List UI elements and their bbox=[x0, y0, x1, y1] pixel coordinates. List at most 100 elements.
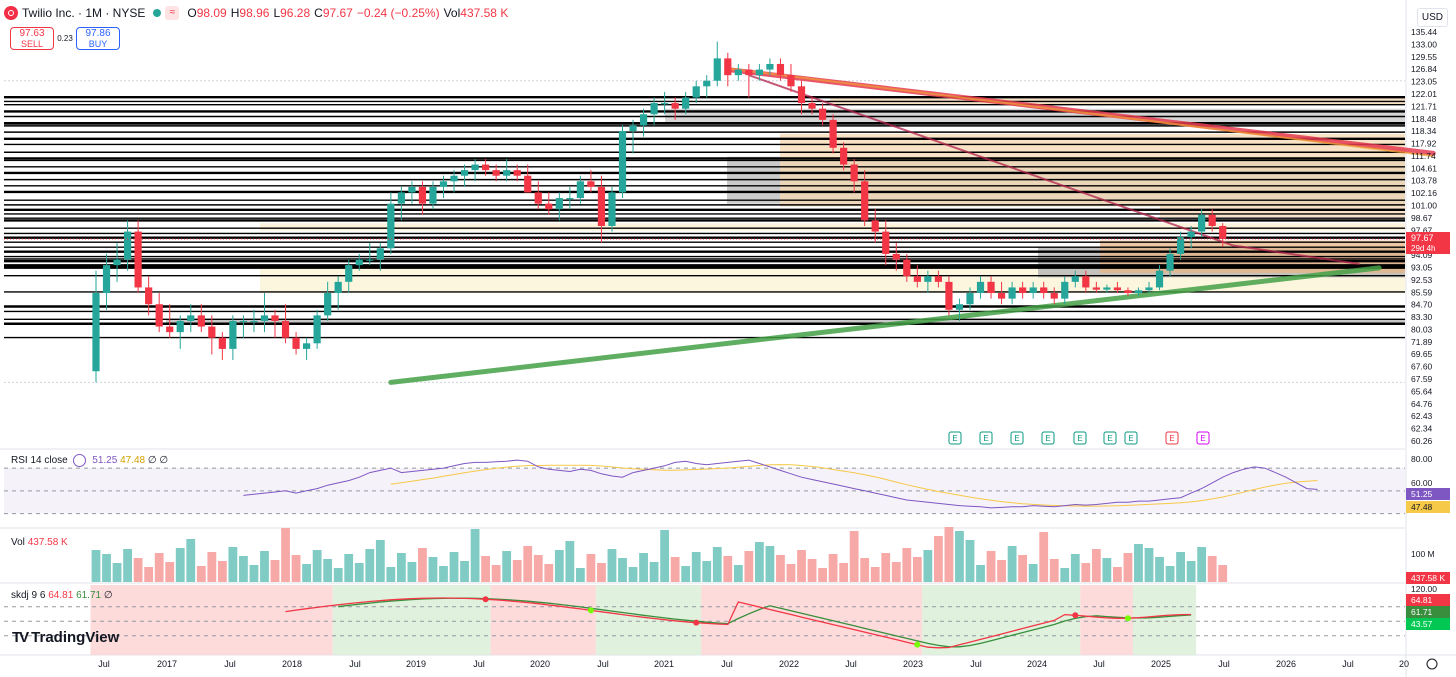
candle[interactable] bbox=[724, 58, 732, 76]
volume-bar[interactable] bbox=[839, 563, 849, 582]
candle[interactable] bbox=[945, 281, 953, 310]
candle[interactable] bbox=[913, 276, 921, 282]
candle[interactable] bbox=[1208, 214, 1216, 226]
candle[interactable] bbox=[1008, 287, 1016, 299]
candle[interactable] bbox=[334, 281, 342, 294]
volume-bar[interactable] bbox=[312, 550, 322, 582]
candle[interactable] bbox=[187, 315, 195, 321]
candle[interactable] bbox=[545, 203, 553, 210]
volume-bar[interactable] bbox=[207, 552, 217, 582]
settings-gear-icon[interactable] bbox=[1426, 658, 1438, 670]
candle[interactable] bbox=[208, 326, 216, 338]
candle[interactable] bbox=[808, 103, 816, 109]
volume-bar[interactable] bbox=[1091, 549, 1101, 582]
volume-bar[interactable] bbox=[881, 553, 891, 582]
compare-wave-icon[interactable]: ≈ bbox=[165, 6, 180, 20]
candle[interactable] bbox=[366, 259, 374, 261]
volume-bar[interactable] bbox=[1018, 555, 1028, 582]
volume-bar[interactable] bbox=[860, 558, 870, 582]
volume-bar[interactable] bbox=[1102, 558, 1112, 582]
candle[interactable] bbox=[355, 259, 363, 266]
volume-bar[interactable] bbox=[1039, 532, 1049, 582]
candle[interactable] bbox=[345, 265, 353, 282]
candle[interactable] bbox=[608, 192, 616, 226]
volume-bar[interactable] bbox=[365, 549, 375, 582]
candle[interactable] bbox=[271, 315, 279, 321]
candle[interactable] bbox=[818, 108, 827, 120]
volume-bar[interactable] bbox=[1144, 548, 1154, 582]
volume-bar[interactable] bbox=[123, 549, 132, 582]
candle[interactable] bbox=[1019, 287, 1027, 294]
volume-legend[interactable]: Vol 437.58 K bbox=[11, 537, 68, 548]
volume-bar[interactable] bbox=[460, 561, 469, 582]
volume-bar[interactable] bbox=[165, 562, 175, 582]
earnings-marker[interactable] bbox=[1041, 431, 1055, 445]
volume-bar[interactable] bbox=[1165, 566, 1175, 582]
candle[interactable] bbox=[787, 75, 795, 87]
volume-bar[interactable] bbox=[196, 566, 206, 582]
volume-bar[interactable] bbox=[175, 548, 185, 582]
market-status-icon[interactable] bbox=[153, 9, 162, 17]
candle[interactable] bbox=[250, 320, 258, 323]
candle[interactable] bbox=[292, 337, 300, 349]
volume-bar[interactable] bbox=[639, 553, 648, 582]
candle[interactable] bbox=[1092, 287, 1100, 290]
volume-bar[interactable] bbox=[723, 556, 733, 582]
volume-bar[interactable] bbox=[302, 564, 311, 582]
volume-bar[interactable] bbox=[1113, 567, 1122, 582]
volume-bar[interactable] bbox=[1081, 563, 1091, 582]
candle[interactable] bbox=[229, 320, 237, 349]
volume-bar[interactable] bbox=[502, 551, 512, 582]
candle[interactable] bbox=[1124, 290, 1132, 294]
volume-bar[interactable] bbox=[586, 554, 596, 582]
candle[interactable] bbox=[734, 69, 742, 76]
candle[interactable] bbox=[955, 304, 964, 310]
volume-bar[interactable] bbox=[375, 540, 385, 582]
volume-bar[interactable] bbox=[228, 547, 238, 582]
volume-bar[interactable] bbox=[1060, 568, 1070, 582]
candle[interactable] bbox=[324, 293, 332, 316]
volume-bar[interactable] bbox=[849, 531, 859, 582]
candle[interactable] bbox=[524, 175, 532, 193]
volume-bar[interactable] bbox=[1028, 564, 1038, 582]
candle[interactable] bbox=[987, 281, 995, 294]
skdj-legend[interactable]: skdj 9 6 64.81 61.71 ∅ bbox=[11, 590, 113, 601]
candle[interactable] bbox=[661, 103, 669, 105]
volume-bar[interactable] bbox=[776, 555, 785, 582]
volume-bar[interactable] bbox=[439, 566, 448, 582]
candle[interactable] bbox=[850, 164, 858, 182]
candle[interactable] bbox=[829, 119, 837, 148]
candle[interactable] bbox=[997, 293, 1006, 299]
candle[interactable] bbox=[755, 69, 763, 76]
volume-bar[interactable] bbox=[575, 568, 585, 582]
candle[interactable] bbox=[123, 231, 132, 260]
volume-bar[interactable] bbox=[112, 563, 122, 582]
candle[interactable] bbox=[260, 315, 269, 321]
volume-bar[interactable] bbox=[1176, 552, 1185, 582]
volume-bar[interactable] bbox=[512, 560, 522, 582]
candle[interactable] bbox=[1155, 270, 1164, 288]
volume-bar[interactable] bbox=[491, 565, 501, 582]
volume-bar[interactable] bbox=[923, 550, 933, 582]
earnings-marker[interactable] bbox=[1165, 431, 1179, 445]
candle[interactable] bbox=[966, 293, 974, 305]
candle[interactable] bbox=[482, 164, 490, 171]
diagonal-trendline[interactable] bbox=[1233, 244, 1360, 265]
support-trendline[interactable] bbox=[388, 265, 1382, 385]
volume-bar[interactable] bbox=[554, 550, 564, 582]
candle[interactable] bbox=[1103, 287, 1111, 290]
volume-bar[interactable] bbox=[912, 557, 922, 582]
candle[interactable] bbox=[387, 203, 395, 249]
volume-bar[interactable] bbox=[386, 567, 396, 582]
candle[interactable] bbox=[1113, 287, 1122, 291]
volume-bar[interactable] bbox=[565, 541, 575, 582]
volume-bar[interactable] bbox=[986, 551, 996, 582]
volume-bar[interactable] bbox=[628, 567, 638, 582]
volume-bar[interactable] bbox=[281, 528, 290, 582]
candle[interactable] bbox=[471, 164, 479, 171]
candle[interactable] bbox=[587, 181, 595, 187]
candle[interactable] bbox=[1187, 231, 1195, 238]
candle[interactable] bbox=[924, 276, 932, 282]
candle[interactable] bbox=[1134, 290, 1143, 294]
volume-bar[interactable] bbox=[828, 554, 838, 582]
